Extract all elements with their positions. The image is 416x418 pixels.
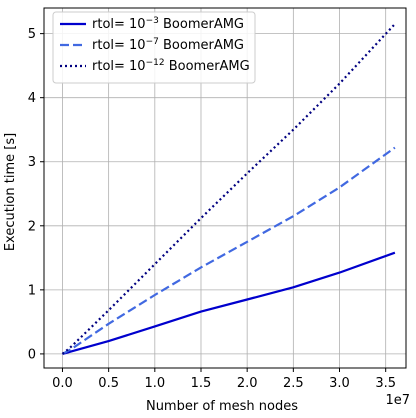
series-line-3 [61,23,396,355]
plot-frame [43,7,407,369]
x-tick-label: 1.5 [191,376,212,391]
y-tick-label: 3 [28,155,36,170]
legend-box [52,11,256,84]
y-axis-ticks: 0 1 2 3 4 5 [28,27,44,362]
series-lines [61,23,396,355]
y-tick-label: 4 [28,91,36,106]
legend: rtol= 10−3 BoomerAMG rtol= 10−7 BoomerAMG… [52,11,256,84]
x-tick-label: 0.5 [98,376,119,391]
y-tick-label: 1 [28,283,36,298]
x-tick-label: 3.0 [329,376,350,391]
y-tick-label: 2 [28,219,36,234]
y-axis-label: Execution time [s] [3,133,18,251]
x-tick-label: 2.0 [237,376,258,391]
y-tick-label: 5 [28,27,36,42]
x-axis-offset-label: 1e7 [385,393,410,408]
legend-label-3: rtol= 10−12 BoomerAMG [92,58,250,74]
x-tick-label: 2.5 [283,376,304,391]
x-tick-label: 1.0 [144,376,165,391]
x-axis-label: Number of mesh nodes [146,399,298,414]
legend-label-1: rtol= 10−3 BoomerAMG [92,16,244,32]
x-axis-ticks: 0.0 0.5 1.0 1.5 2.0 2.5 3.0 3.5 [52,368,396,391]
legend-label-2: rtol= 10−7 BoomerAMG [92,37,244,53]
series-line-1 [62,251,396,355]
x-tick-label: 3.5 [375,376,396,391]
x-tick-label: 0.0 [52,376,73,391]
legend-entries: rtol= 10−3 BoomerAMG rtol= 10−7 BoomerAMG… [60,16,250,74]
y-tick-label: 0 [28,347,36,362]
series-line-2 [61,146,396,355]
